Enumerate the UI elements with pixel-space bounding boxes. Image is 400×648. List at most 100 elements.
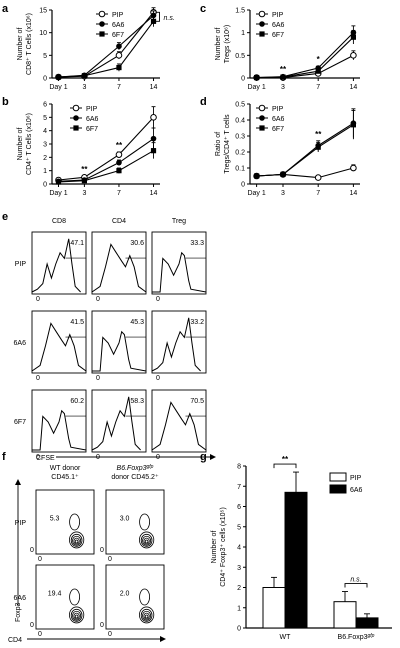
x-tick-label: Day 1 bbox=[49, 190, 67, 197]
panel-letter-b: b bbox=[2, 96, 9, 108]
x-axis-label: CD4 bbox=[8, 637, 22, 644]
data-point-6F7 bbox=[150, 18, 157, 24]
contour-ring bbox=[140, 608, 153, 622]
x-tick-label: Day 1 bbox=[49, 84, 67, 91]
y-tick-label: 10 bbox=[39, 30, 47, 37]
series-line-6A6 bbox=[58, 15, 154, 78]
column-header: CD4 bbox=[112, 218, 126, 225]
x-tick-label: 3 bbox=[281, 84, 285, 91]
column-header: WT donor bbox=[50, 465, 81, 472]
data-point-6F7 bbox=[116, 64, 122, 71]
series-line-6F7 bbox=[256, 36, 354, 79]
legend-label: 6F7 bbox=[272, 32, 284, 39]
row-label: PIP bbox=[15, 520, 27, 527]
series-line-6F7 bbox=[256, 124, 354, 177]
y-tick-label: 0.5 bbox=[235, 53, 245, 60]
legend-label: PIP bbox=[350, 475, 362, 482]
x-tick-label: 3 bbox=[281, 190, 285, 197]
x-tick-label: 7 bbox=[316, 84, 320, 91]
y-axis-label: Foxp3 bbox=[15, 602, 22, 622]
y-tick-label: 0 bbox=[43, 182, 47, 189]
x-tick-label: 3 bbox=[82, 190, 86, 197]
significance-label: * bbox=[317, 55, 321, 64]
x-tick-label: Day 1 bbox=[247, 84, 265, 91]
data-point-6F7 bbox=[55, 74, 62, 80]
axis-zero: 0 bbox=[36, 454, 40, 461]
contour-ring bbox=[72, 535, 82, 546]
x-tick-label: 14 bbox=[350, 190, 358, 197]
contour-ring bbox=[73, 612, 80, 620]
y-tick-label: 5 bbox=[43, 53, 47, 60]
foxp3-arrow-head bbox=[15, 479, 21, 485]
axis-zero: 0 bbox=[96, 454, 100, 461]
bar-6A6 bbox=[355, 617, 379, 629]
y-axis-label: Number of bbox=[17, 28, 24, 61]
panel-letter-e: e bbox=[2, 211, 8, 223]
contour-ring bbox=[139, 531, 155, 549]
x-tick-label: Day 1 bbox=[247, 190, 265, 197]
contour-ring bbox=[69, 531, 85, 549]
y-tick-label: 0 bbox=[241, 182, 245, 189]
contour-ring bbox=[74, 614, 79, 619]
bar-PIP bbox=[262, 587, 286, 629]
data-point-6F7 bbox=[315, 68, 321, 74]
x-tick-label: 14 bbox=[150, 84, 158, 91]
legend-marker-PIP bbox=[72, 104, 80, 112]
histogram-trace bbox=[31, 238, 81, 293]
histogram-trace bbox=[152, 251, 207, 293]
histogram-frame bbox=[151, 310, 207, 374]
contour-ring bbox=[70, 533, 83, 547]
legend-marker-6A6 bbox=[73, 115, 79, 121]
histogram-frame bbox=[91, 389, 147, 453]
data-point-6A6 bbox=[116, 43, 122, 50]
x-tick-label: B6.Foxp3gfp bbox=[338, 633, 375, 641]
legend-marker-PIP bbox=[258, 10, 266, 18]
y-tick-label: 2 bbox=[43, 155, 47, 162]
legend-label: 6A6 bbox=[272, 116, 285, 123]
x-tick-label: 7 bbox=[117, 190, 121, 197]
data-point-PIP bbox=[150, 114, 157, 121]
panel-letter-c: c bbox=[200, 3, 206, 15]
panel-letter-a: a bbox=[2, 3, 9, 15]
x-tick-label: 3 bbox=[82, 84, 86, 91]
data-point-PIP bbox=[115, 151, 123, 158]
significance-bracket bbox=[273, 463, 297, 469]
y-axis-label: CD4⁺ T Cells (x10⁶) bbox=[26, 113, 33, 175]
contour-ring bbox=[144, 539, 149, 544]
y-tick-label: 6 bbox=[43, 102, 47, 109]
histogram-trace bbox=[91, 243, 147, 293]
y-tick-label: 0 bbox=[43, 76, 47, 83]
y-tick-label: 8 bbox=[237, 464, 241, 471]
significance-bracket bbox=[155, 11, 160, 22]
legend-label: 6A6 bbox=[272, 22, 285, 29]
gate-ellipse bbox=[69, 513, 80, 531]
significance-label: ** bbox=[282, 455, 289, 464]
legend-label: 6A6 bbox=[112, 22, 125, 29]
y-axis-label: Number of bbox=[17, 128, 24, 161]
axis-zero: 0 bbox=[108, 556, 112, 563]
data-point-6F7 bbox=[280, 74, 286, 80]
gate-percent: 19.4 bbox=[48, 591, 62, 598]
y-axis-label: Ratio of bbox=[215, 132, 222, 156]
gate-ellipse bbox=[139, 513, 151, 531]
y-tick-label: 0 bbox=[241, 76, 245, 83]
legend-label: PIP bbox=[86, 106, 98, 113]
legend-label: 6F7 bbox=[86, 126, 98, 133]
x-tick-label: WT bbox=[280, 634, 292, 641]
contour-ring bbox=[70, 608, 83, 622]
series-line-6F7 bbox=[58, 150, 154, 183]
y-tick-label: 0.3 bbox=[235, 134, 245, 141]
y-tick-label: 6 bbox=[237, 504, 241, 511]
series-line-PIP bbox=[58, 116, 154, 181]
contour-ring bbox=[144, 614, 149, 619]
row-label: 6A6 bbox=[14, 595, 27, 602]
significance-bracket bbox=[344, 583, 368, 588]
legend-label: PIP bbox=[272, 12, 284, 19]
axis-zero: 0 bbox=[36, 296, 40, 303]
gate-percent: 58.3 bbox=[130, 398, 144, 405]
contour-ring bbox=[143, 537, 150, 545]
y-tick-label: 1.5 bbox=[235, 8, 245, 15]
legend-marker-6F7 bbox=[73, 125, 79, 131]
cfse-arrow-head bbox=[210, 454, 216, 460]
